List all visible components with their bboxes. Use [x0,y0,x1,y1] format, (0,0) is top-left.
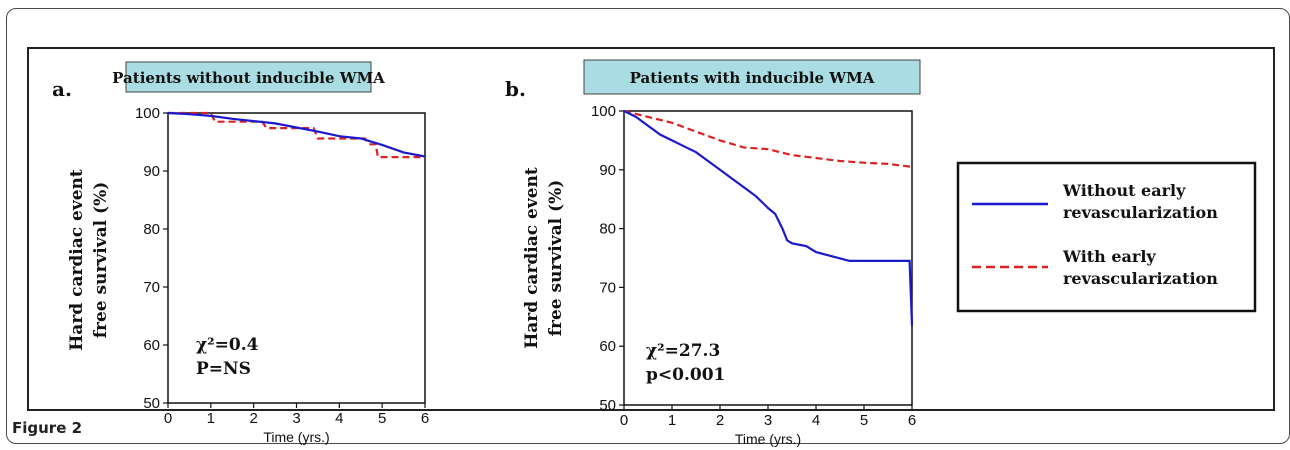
x-axis-label: Time (yrs.) [735,431,801,447]
y-tick-label: 60 [599,338,616,355]
x-tick-label: 2 [249,410,257,427]
y-tick-label: 80 [143,221,160,238]
y-axis-label: Hard cardiac event [522,167,542,349]
stat-annotation: p<0.001 [646,365,725,385]
x-tick-label: 2 [716,412,724,429]
x-tick-label: 6 [908,412,916,429]
y-tick-label: 90 [143,163,160,180]
chart-panel-1: a. Patients without inducible WMA50607080… [52,61,429,445]
y-tick-label: 90 [599,162,616,179]
x-axis-label: Time (yrs.) [263,429,329,445]
x-tick-label: 3 [764,412,772,429]
stat-annotation: χ²=0.4 [196,335,259,355]
legend-label: revascularization [1063,269,1218,288]
legend-label: Without early [1062,181,1186,200]
y-tick-label: 80 [599,221,616,238]
y-tick-label: 70 [143,279,160,296]
y-tick-label: 50 [143,395,160,412]
x-tick-label: 5 [378,410,386,427]
panel-label: a. [52,77,72,101]
series-line-without-early-revascularization [623,110,914,326]
series-line-with-early-revascularization [623,109,913,168]
x-tick-label: 4 [335,410,343,427]
y-axis-label: free survival (%) [91,182,111,339]
stat-annotation: P=NS [196,359,251,379]
x-tick-label: 4 [812,412,820,429]
x-tick-label: 1 [207,410,215,427]
y-tick-label: 60 [143,337,160,354]
x-tick-label: 6 [421,410,429,427]
x-tick-label: 5 [860,412,868,429]
series-line-without-early-revascularization [167,111,426,158]
chart-title-box [583,59,921,95]
chart-panel-2: b. Patients with inducible WMA50607080901… [505,59,921,447]
y-axis-label: Hard cardiac event [67,169,87,351]
x-tick-label: 3 [292,410,300,427]
y-tick-label: 100 [591,103,616,120]
chart-title-box [125,61,372,93]
legend: Without early revascularization With early… [956,161,1257,313]
y-tick-label: 50 [599,397,616,414]
chart-title: Patients without inducible WMA [112,69,385,87]
x-tick-label: 1 [668,412,676,429]
y-tick-label: 100 [135,105,160,122]
y-tick-label: 70 [599,279,616,296]
x-tick-label: 0 [164,410,172,427]
legend-label: With early [1062,247,1156,266]
y-axis-label: free survival (%) [546,180,566,337]
chart-title: Patients with inducible WMA [630,69,875,87]
stat-annotation: χ²=27.3 [646,341,720,361]
figure-caption: Figure 2 [12,419,83,437]
x-tick-label: 0 [620,412,628,429]
figure-panel-border [27,47,1275,411]
legend-label: revascularization [1063,203,1218,222]
series-line-with-early-revascularization [168,111,425,159]
panel-label: b. [505,77,526,101]
legend-box [956,161,1257,313]
